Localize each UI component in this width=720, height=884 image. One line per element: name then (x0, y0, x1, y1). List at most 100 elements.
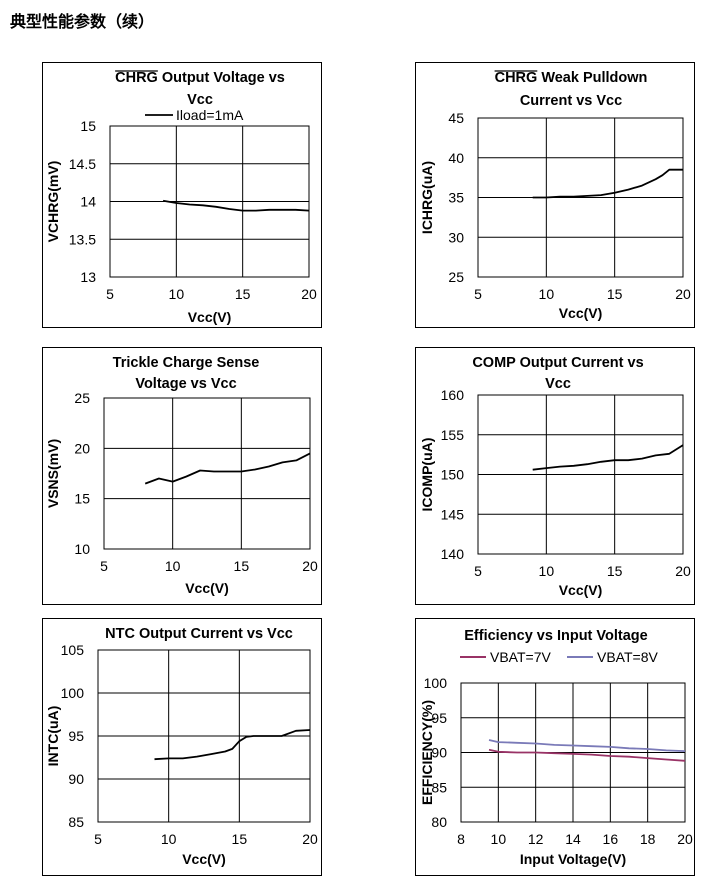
chart-title-line: Vcc (545, 376, 571, 392)
y-tick-label: 20 (74, 440, 90, 456)
x-tick-label: 5 (100, 558, 108, 574)
y-tick-label: 14 (80, 194, 96, 210)
y-tick-label: 30 (448, 229, 464, 245)
y-tick-label: 25 (74, 390, 90, 406)
y-tick-label: 160 (441, 387, 465, 403)
chart-title-line: Current vs Vcc (520, 93, 622, 109)
x-tick-label: 15 (607, 563, 623, 579)
chart-group: 140 145 150 155 160 5 10 15 20 COMP Output Curren… (419, 355, 691, 598)
x-tick-label: 12 (528, 831, 544, 847)
y-tick-label: 40 (448, 150, 464, 166)
chart-panel-ntc-current: 85 90 95 100 105 5 10 15 20 NTC Output Current vs… (42, 618, 322, 876)
y-tick-label: 15 (74, 491, 90, 507)
chart-group: 13 13.5 14 14.5 15 5 10 15 20 CHRG Output Voltage… (45, 70, 317, 325)
chart-title-line: Efficiency vs Input Voltage (464, 628, 647, 644)
y-tick-label: 13.5 (69, 231, 96, 247)
chart-comp-current: 140 145 150 155 160 5 10 15 20 COMP Output Curren… (419, 355, 691, 598)
x-tick-label: 20 (301, 286, 317, 302)
y-tick-label: 100 (424, 675, 448, 691)
y-tick-label: 95 (68, 728, 84, 744)
x-axis-label: Vcc(V) (182, 851, 226, 867)
x-tick-label: 10 (165, 558, 181, 574)
chart-panel-trickle-sense: 10 15 20 25 5 10 15 20 Trickle Charge Sense Volta… (42, 347, 322, 605)
x-tick-label: 15 (235, 286, 251, 302)
x-tick-label: 15 (232, 831, 248, 847)
chart-efficiency: 80 85 90 95 100 8 10 12 14 16 18 20 Efficiency vs In… (419, 628, 693, 867)
chart-ntc-current: 85 90 95 100 105 5 10 15 20 NTC Output Current vs… (45, 626, 318, 867)
chart-title-line: Vcc (187, 92, 213, 108)
chart-panel-comp-current: 140 145 150 155 160 5 10 15 20 COMP Output Curren… (415, 347, 695, 605)
chart-chrg-voltage: 13 13.5 14 14.5 15 5 10 15 20 CHRG Output Voltage… (45, 70, 317, 325)
chart-panel-chrg-voltage: 13 13.5 14 14.5 15 5 10 15 20 CHRG Output Voltage… (42, 62, 322, 328)
y-axis-label: ICHRG(uA) (419, 161, 435, 234)
y-axis-label: VCHRG(mV) (45, 161, 61, 243)
legend-label-2: VBAT=8V (597, 649, 658, 665)
x-tick-label: 5 (474, 563, 482, 579)
y-axis-label: ICOMP(uA) (419, 438, 435, 512)
x-tick-label: 15 (234, 558, 250, 574)
x-tick-label: 18 (640, 831, 656, 847)
x-tick-label: 20 (302, 831, 318, 847)
y-tick-label: 35 (448, 190, 464, 206)
chart-group: 10 15 20 25 5 10 15 20 Trickle Charge Sense Volta… (45, 355, 318, 596)
x-tick-label: 16 (603, 831, 619, 847)
x-tick-label: 10 (539, 286, 555, 302)
x-axis-label: Vcc(V) (188, 309, 232, 325)
x-tick-label: 20 (677, 831, 693, 847)
series-line-1 (532, 168, 683, 199)
x-tick-label: 10 (161, 831, 177, 847)
legend-label-1: VBAT=7V (490, 649, 551, 665)
y-tick-label: 80 (431, 814, 447, 830)
y-tick-label: 15 (80, 118, 96, 134)
x-tick-label: 14 (565, 831, 581, 847)
chart-title-line: CHRG Output Voltage vs (115, 70, 285, 86)
x-tick-label: 15 (607, 286, 623, 302)
x-tick-label: 5 (106, 286, 114, 302)
y-tick-label: 90 (431, 745, 447, 761)
chart-title-line: NTC Output Current vs Vcc (105, 626, 293, 642)
x-tick-label: 10 (539, 563, 555, 579)
x-tick-label: 5 (94, 831, 102, 847)
series-line-1 (144, 452, 311, 485)
chart-panel-efficiency: 80 85 90 95 100 8 10 12 14 16 18 20 Efficiency vs In… (415, 618, 695, 876)
y-tick-label: 95 (431, 710, 447, 726)
y-axis-label: EFFICIENCY(%) (419, 700, 435, 805)
x-tick-label: 5 (474, 286, 482, 302)
x-tick-label: 20 (675, 563, 691, 579)
chart-title-line: CHRG Weak Pulldown (495, 70, 648, 86)
y-tick-label: 105 (61, 642, 85, 658)
chart-title-line: Trickle Charge Sense (113, 355, 260, 371)
page-heading: 典型性能参数（续） (10, 12, 155, 31)
y-tick-label: 90 (68, 771, 84, 787)
chart-group: 25 30 35 40 45 5 10 15 20 CHRG Weak Pulldown Curre… (419, 70, 691, 321)
legend-label: Iload=1mA (176, 107, 244, 123)
y-tick-label: 140 (441, 546, 465, 562)
y-axis-label: VSNS(mV) (45, 439, 61, 508)
x-tick-label: 8 (457, 831, 465, 847)
y-tick-label: 13 (80, 269, 96, 285)
y-tick-label: 100 (61, 685, 85, 701)
x-tick-label: 20 (302, 558, 318, 574)
y-tick-label: 25 (448, 269, 464, 285)
y-tick-label: 155 (441, 427, 465, 443)
x-axis-label: Vcc(V) (559, 305, 603, 321)
y-tick-label: 150 (441, 467, 465, 483)
series-line-1 (488, 748, 686, 762)
y-tick-label: 145 (441, 506, 465, 522)
y-tick-label: 10 (74, 541, 90, 557)
y-axis-label: INTC(uA) (45, 706, 61, 767)
x-tick-label: 20 (675, 286, 691, 302)
chart-trickle-sense: 10 15 20 25 5 10 15 20 Trickle Charge Sense Volta… (45, 355, 318, 596)
series-line-1 (532, 444, 684, 471)
chart-group: 80 85 90 95 100 8 10 12 14 16 18 20 Efficiency vs In… (419, 628, 693, 867)
x-axis-label: Vcc(V) (185, 580, 229, 596)
chart-group: 85 90 95 100 105 5 10 15 20 NTC Output Current vs… (45, 626, 318, 867)
chart-title-line: Voltage vs Vcc (135, 376, 236, 392)
plot-area (103, 397, 311, 550)
chart-panel-chrg-pulldown: 25 30 35 40 45 5 10 15 20 CHRG Weak Pulldown Curre… (415, 62, 695, 328)
series-line-2 (488, 739, 686, 752)
series-line-1 (154, 729, 311, 761)
y-tick-label: 85 (68, 814, 84, 830)
x-tick-label: 10 (169, 286, 185, 302)
series-line-1 (162, 199, 310, 212)
